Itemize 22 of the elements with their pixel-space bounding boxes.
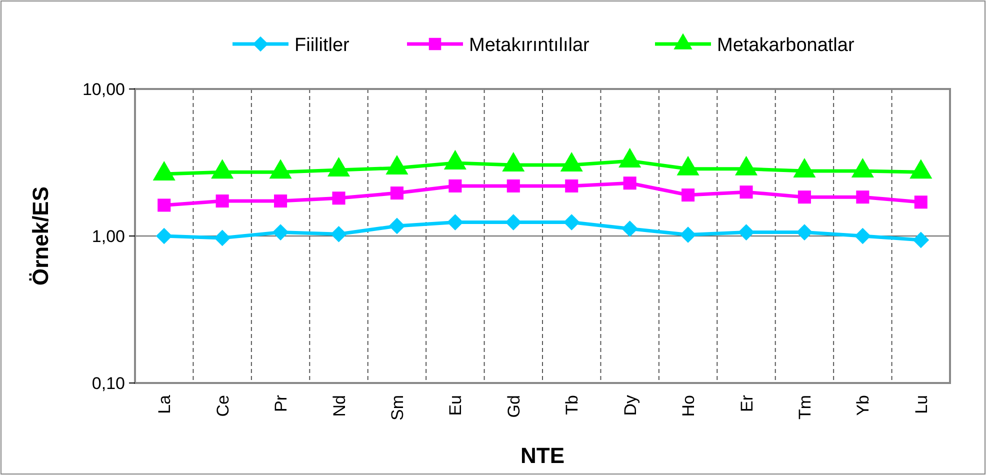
y-tick-label: 0,10 <box>92 374 125 393</box>
x-tick-label: Sm <box>388 395 407 420</box>
x-axis-title: NTE <box>520 443 564 468</box>
x-tick-label: Nd <box>330 395 349 417</box>
legend-label: Metakırıntılılar <box>469 35 590 56</box>
x-tick-label: Pr <box>272 394 291 412</box>
x-tick-label: Dy <box>620 394 640 416</box>
x-tick-label: Tb <box>562 395 582 415</box>
x-tick-label: Tm <box>795 395 814 420</box>
y-tick-label: 1,00 <box>92 227 125 246</box>
legend-label: Fiilitler <box>294 35 350 56</box>
x-tick-label: Ho <box>679 395 698 417</box>
x-tick-label: Yb <box>854 395 873 416</box>
x-tick-label: Eu <box>446 395 466 416</box>
x-tick-label: La <box>155 394 174 414</box>
y-axis-title: Örnek/ES <box>28 186 53 286</box>
y-tick-label: 10,00 <box>82 80 125 99</box>
x-tick-label: Er <box>737 394 756 412</box>
x-tick-label: Lu <box>912 395 931 414</box>
x-tick-label: Ce <box>213 395 232 417</box>
legend-label: Metakarbonatlar <box>717 35 855 56</box>
x-tick-label: Gd <box>504 395 524 418</box>
